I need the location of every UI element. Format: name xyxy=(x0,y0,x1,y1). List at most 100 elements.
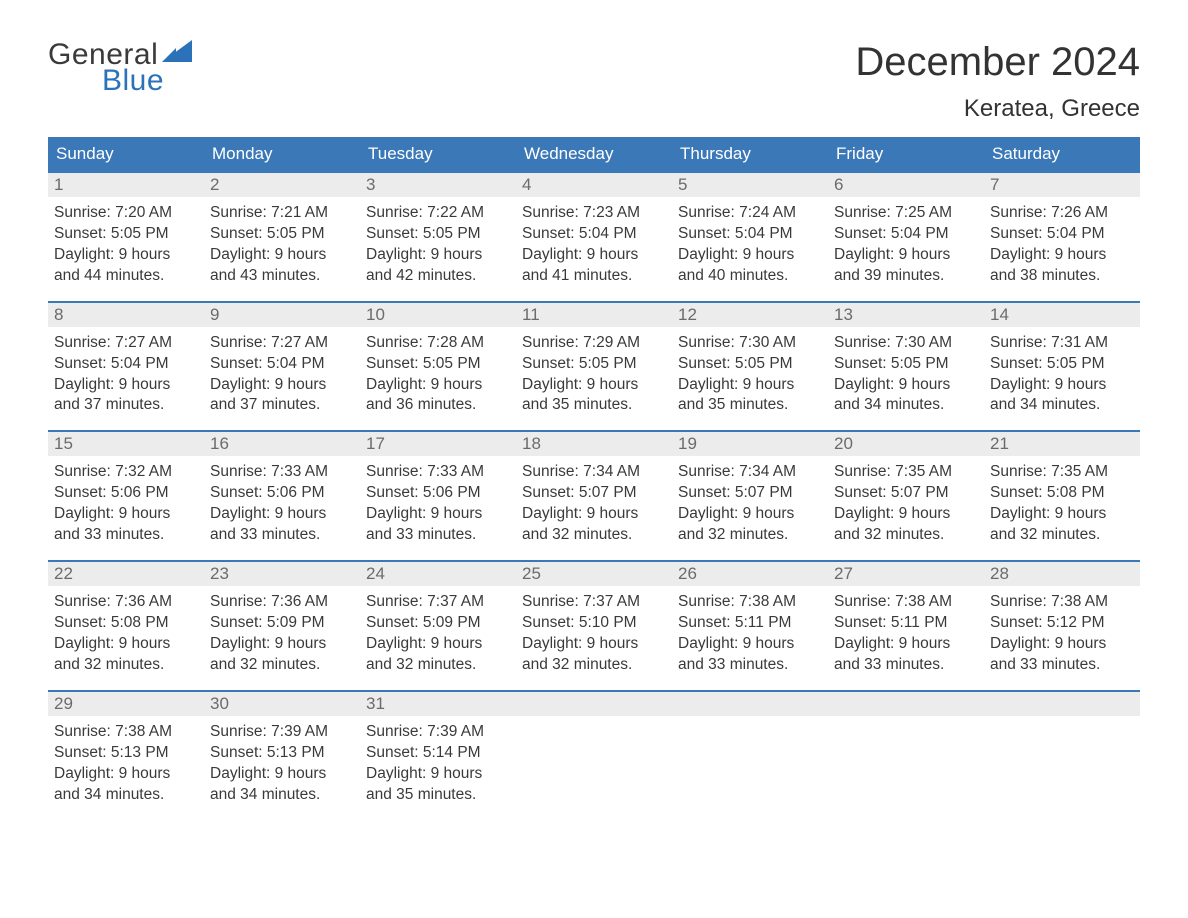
title-block: December 2024 Keratea, Greece xyxy=(855,40,1140,123)
sunset-line: Sunset: 5:04 PM xyxy=(54,354,198,375)
sunset-line: Sunset: 5:04 PM xyxy=(522,224,666,245)
daylight-line2: and 32 minutes. xyxy=(210,655,354,676)
daylight-line2: and 33 minutes. xyxy=(366,525,510,546)
daylight-line1: Daylight: 9 hours xyxy=(366,245,510,266)
daylight-line1: Daylight: 9 hours xyxy=(990,634,1134,655)
sunrise-line: Sunrise: 7:22 AM xyxy=(366,203,510,224)
day-cell: 5Sunrise: 7:24 AMSunset: 5:04 PMDaylight… xyxy=(672,173,828,291)
daylight-line2: and 36 minutes. xyxy=(366,395,510,416)
day-body: Sunrise: 7:35 AMSunset: 5:07 PMDaylight:… xyxy=(828,456,984,550)
day-number: 25 xyxy=(516,562,672,586)
day-cell: 31Sunrise: 7:39 AMSunset: 5:14 PMDayligh… xyxy=(360,692,516,810)
sunset-line: Sunset: 5:05 PM xyxy=(990,354,1134,375)
calendar-week: 22Sunrise: 7:36 AMSunset: 5:08 PMDayligh… xyxy=(48,560,1140,680)
day-cell: 3Sunrise: 7:22 AMSunset: 5:05 PMDaylight… xyxy=(360,173,516,291)
daylight-line2: and 33 minutes. xyxy=(990,655,1134,676)
daylight-line2: and 42 minutes. xyxy=(366,266,510,287)
day-number: 9 xyxy=(204,303,360,327)
weekday-col: Saturday xyxy=(984,137,1140,171)
daylight-line1: Daylight: 9 hours xyxy=(678,504,822,525)
sunrise-line: Sunrise: 7:36 AM xyxy=(210,592,354,613)
day-body: Sunrise: 7:36 AMSunset: 5:09 PMDaylight:… xyxy=(204,586,360,680)
day-cell: 26Sunrise: 7:38 AMSunset: 5:11 PMDayligh… xyxy=(672,562,828,680)
daylight-line1: Daylight: 9 hours xyxy=(366,375,510,396)
daylight-line2: and 32 minutes. xyxy=(522,655,666,676)
day-body: Sunrise: 7:20 AMSunset: 5:05 PMDaylight:… xyxy=(48,197,204,291)
daylight-line2: and 38 minutes. xyxy=(990,266,1134,287)
day-number: 23 xyxy=(204,562,360,586)
sunrise-line: Sunrise: 7:27 AM xyxy=(54,333,198,354)
sunset-line: Sunset: 5:08 PM xyxy=(54,613,198,634)
daylight-line1: Daylight: 9 hours xyxy=(522,504,666,525)
day-number: 1 xyxy=(48,173,204,197)
sunset-line: Sunset: 5:09 PM xyxy=(366,613,510,634)
daylight-line2: and 32 minutes. xyxy=(834,525,978,546)
day-cell: 21Sunrise: 7:35 AMSunset: 5:08 PMDayligh… xyxy=(984,432,1140,550)
weekday-header: Sunday Monday Tuesday Wednesday Thursday… xyxy=(48,137,1140,171)
sunrise-line: Sunrise: 7:25 AM xyxy=(834,203,978,224)
day-cell: 29Sunrise: 7:38 AMSunset: 5:13 PMDayligh… xyxy=(48,692,204,810)
daylight-line1: Daylight: 9 hours xyxy=(54,504,198,525)
daylight-line2: and 35 minutes. xyxy=(366,785,510,806)
daylight-line1: Daylight: 9 hours xyxy=(678,634,822,655)
daylight-line2: and 32 minutes. xyxy=(522,525,666,546)
day-number: 21 xyxy=(984,432,1140,456)
sunrise-line: Sunrise: 7:34 AM xyxy=(522,462,666,483)
sunset-line: Sunset: 5:12 PM xyxy=(990,613,1134,634)
sunrise-line: Sunrise: 7:35 AM xyxy=(834,462,978,483)
daylight-line1: Daylight: 9 hours xyxy=(678,245,822,266)
daylight-line2: and 34 minutes. xyxy=(990,395,1134,416)
header: General Blue December 2024 Keratea, Gree… xyxy=(48,40,1140,123)
day-number: 4 xyxy=(516,173,672,197)
day-cell: 9Sunrise: 7:27 AMSunset: 5:04 PMDaylight… xyxy=(204,303,360,421)
brand-line2: Blue xyxy=(102,66,192,96)
day-cell: 22Sunrise: 7:36 AMSunset: 5:08 PMDayligh… xyxy=(48,562,204,680)
sunrise-line: Sunrise: 7:38 AM xyxy=(834,592,978,613)
sunset-line: Sunset: 5:07 PM xyxy=(678,483,822,504)
day-number: 19 xyxy=(672,432,828,456)
day-body: Sunrise: 7:34 AMSunset: 5:07 PMDaylight:… xyxy=(516,456,672,550)
daylight-line1: Daylight: 9 hours xyxy=(54,634,198,655)
day-body: Sunrise: 7:36 AMSunset: 5:08 PMDaylight:… xyxy=(48,586,204,680)
day-body: Sunrise: 7:22 AMSunset: 5:05 PMDaylight:… xyxy=(360,197,516,291)
day-cell: 10Sunrise: 7:28 AMSunset: 5:05 PMDayligh… xyxy=(360,303,516,421)
day-body: Sunrise: 7:33 AMSunset: 5:06 PMDaylight:… xyxy=(204,456,360,550)
daylight-line2: and 40 minutes. xyxy=(678,266,822,287)
sunset-line: Sunset: 5:09 PM xyxy=(210,613,354,634)
daylight-line1: Daylight: 9 hours xyxy=(834,504,978,525)
day-cell: 6Sunrise: 7:25 AMSunset: 5:04 PMDaylight… xyxy=(828,173,984,291)
day-number: 27 xyxy=(828,562,984,586)
daylight-line2: and 35 minutes. xyxy=(522,395,666,416)
sunrise-line: Sunrise: 7:34 AM xyxy=(678,462,822,483)
sunrise-line: Sunrise: 7:38 AM xyxy=(990,592,1134,613)
day-number: 31 xyxy=(360,692,516,716)
day-cell: 11Sunrise: 7:29 AMSunset: 5:05 PMDayligh… xyxy=(516,303,672,421)
day-body: Sunrise: 7:30 AMSunset: 5:05 PMDaylight:… xyxy=(828,327,984,421)
day-number: 10 xyxy=(360,303,516,327)
day-cell xyxy=(672,692,828,810)
sunset-line: Sunset: 5:05 PM xyxy=(210,224,354,245)
sunset-line: Sunset: 5:05 PM xyxy=(834,354,978,375)
daylight-line1: Daylight: 9 hours xyxy=(834,634,978,655)
daylight-line1: Daylight: 9 hours xyxy=(990,245,1134,266)
day-number: 29 xyxy=(48,692,204,716)
daylight-line2: and 43 minutes. xyxy=(210,266,354,287)
sunset-line: Sunset: 5:04 PM xyxy=(210,354,354,375)
day-body: Sunrise: 7:27 AMSunset: 5:04 PMDaylight:… xyxy=(48,327,204,421)
sunrise-line: Sunrise: 7:20 AM xyxy=(54,203,198,224)
calendar-week: 1Sunrise: 7:20 AMSunset: 5:05 PMDaylight… xyxy=(48,171,1140,291)
sunset-line: Sunset: 5:13 PM xyxy=(54,743,198,764)
daylight-line1: Daylight: 9 hours xyxy=(54,375,198,396)
daylight-line2: and 34 minutes. xyxy=(834,395,978,416)
sunset-line: Sunset: 5:13 PM xyxy=(210,743,354,764)
daylight-line2: and 33 minutes. xyxy=(210,525,354,546)
sunrise-line: Sunrise: 7:33 AM xyxy=(210,462,354,483)
day-number: 16 xyxy=(204,432,360,456)
daylight-line2: and 44 minutes. xyxy=(54,266,198,287)
day-body: Sunrise: 7:38 AMSunset: 5:13 PMDaylight:… xyxy=(48,716,204,810)
sunset-line: Sunset: 5:05 PM xyxy=(54,224,198,245)
day-number: 15 xyxy=(48,432,204,456)
daylight-line2: and 32 minutes. xyxy=(54,655,198,676)
daylight-line1: Daylight: 9 hours xyxy=(210,504,354,525)
location: Keratea, Greece xyxy=(855,95,1140,123)
